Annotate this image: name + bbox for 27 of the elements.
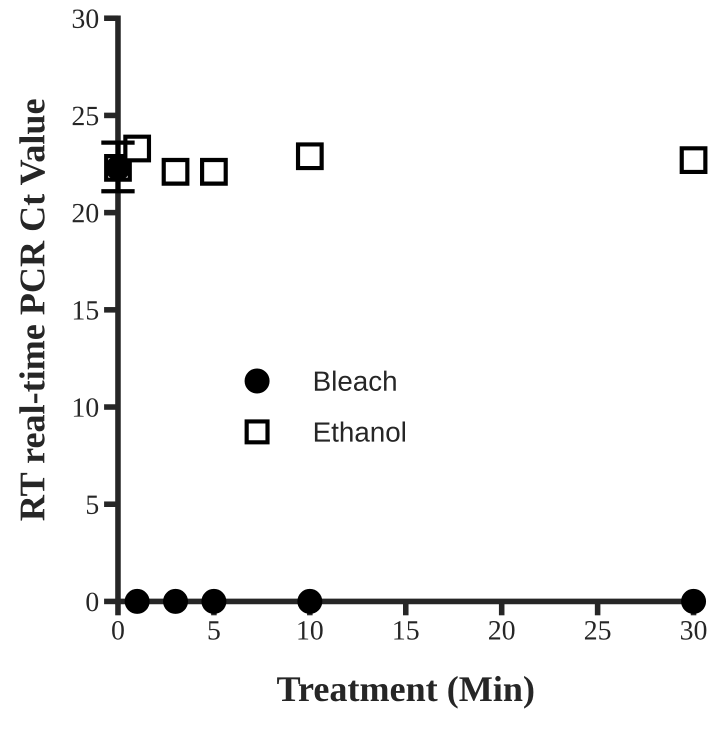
- y-axis-title: RT real-time PCR Ct Value: [19, 99, 45, 521]
- point: [200, 158, 228, 186]
- y-tick-label: 0: [86, 592, 98, 612]
- x-tick-label: 20: [489, 620, 515, 640]
- point: [296, 142, 324, 170]
- x-tick-label: 5: [208, 621, 220, 640]
- x-tick-label: 15: [394, 621, 419, 640]
- y-tick-label: 10: [74, 398, 98, 417]
- legend-label: Ethanol: [314, 421, 405, 442]
- x-axis-title: Treatment (Min): [277, 676, 534, 709]
- x-tick-label: 10: [298, 620, 323, 640]
- point: [124, 588, 150, 614]
- x-tick-label: 30: [680, 620, 706, 640]
- point: [297, 588, 322, 614]
- y-tick-label: 25: [72, 106, 98, 126]
- y-tick-label: 5: [86, 496, 98, 514]
- point: [162, 158, 190, 186]
- point: [201, 588, 226, 614]
- y-tick-label: 20: [72, 204, 98, 223]
- point: [163, 588, 188, 614]
- y-tick-label: 15: [74, 301, 98, 320]
- y-tick-label: 30: [72, 9, 98, 28]
- legend-label: Bleach: [314, 370, 396, 391]
- x-tick-label: 25: [584, 621, 610, 640]
- point: [123, 134, 152, 162]
- point: [680, 146, 708, 174]
- x-tick-label: 0: [112, 620, 124, 640]
